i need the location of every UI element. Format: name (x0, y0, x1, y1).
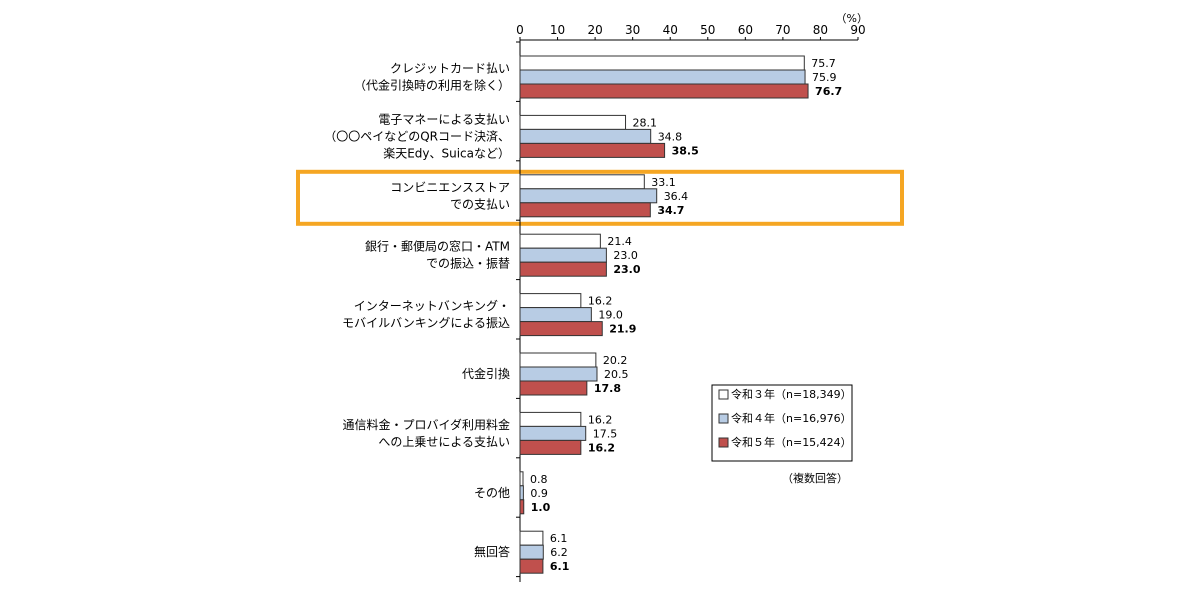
data-label: 0.9 (530, 487, 548, 500)
category-label: 無回答 (474, 544, 510, 559)
data-label: 19.0 (598, 309, 623, 322)
bar (520, 234, 600, 248)
bar (520, 367, 597, 381)
data-label: 76.7 (815, 85, 842, 98)
category-label: 通信料金・プロバイダ利用料金 (342, 417, 510, 432)
data-label: 38.5 (672, 144, 699, 157)
bar (520, 559, 543, 573)
legend-swatch (719, 438, 728, 447)
bar (520, 531, 543, 545)
x-tick-label: 10 (550, 23, 565, 37)
bar (520, 353, 596, 367)
category-label: 楽天Edy、Suicaなど） (383, 146, 510, 160)
bar (520, 500, 524, 514)
legend: 令和３年（n=18,349） 令和４年（n=16,976） 令和５年（n=15,42… (712, 385, 852, 461)
bars: 75.775.976.7 28.134.838.5 33.136.434.7 21.4… (520, 56, 842, 573)
bar (520, 115, 626, 129)
x-tick-label: 90 (850, 23, 865, 37)
category-label: への上乗せによる支払い (378, 435, 510, 449)
data-label: 23.0 (613, 249, 638, 262)
legend-swatch (719, 390, 728, 399)
data-label: 28.1 (633, 116, 658, 129)
bar (520, 84, 808, 98)
bar (520, 381, 587, 395)
x-tick-label: 60 (738, 23, 753, 37)
legend-label: 令和３年（n=18,349） (731, 387, 852, 401)
multiple-answer-note: （複数回答） (782, 471, 848, 485)
data-label: 33.1 (651, 176, 676, 189)
legend-label: 令和４年（n=16,976） (731, 411, 852, 425)
bar (520, 308, 591, 322)
category-label: モバイルバンキングによる振込 (342, 316, 510, 330)
bar (520, 322, 602, 336)
x-tick-label: 50 (700, 23, 715, 37)
data-label: 16.2 (588, 441, 615, 454)
x-tick-label: 30 (625, 23, 640, 37)
bar (520, 56, 804, 70)
x-tick-label: 0 (516, 23, 524, 37)
bar (520, 545, 543, 559)
bar (520, 440, 581, 454)
bar (520, 294, 581, 308)
category-label: インターネットバンキング・ (354, 299, 510, 313)
data-label: 20.5 (604, 368, 629, 381)
bar (520, 486, 523, 500)
data-label: 34.8 (658, 130, 683, 143)
data-label: 36.4 (664, 190, 689, 203)
legend-label: 令和５年（n=15,424） (731, 435, 852, 449)
data-label: 17.8 (594, 382, 621, 395)
bar (520, 143, 665, 157)
bar (520, 412, 581, 426)
unit-label: （%） (836, 12, 868, 25)
category-label: 代金引換 (462, 366, 510, 381)
category-labels: クレジットカード払い （代金引換時の利用を除く） 電子マネーによる支払い （〇〇ペイな… (324, 62, 510, 560)
data-label: 6.1 (550, 560, 570, 573)
x-tick-label: 40 (663, 23, 678, 37)
category-label: その他 (474, 486, 510, 500)
data-label: 6.1 (550, 532, 568, 545)
bar (520, 129, 651, 143)
data-label: 0.8 (530, 473, 548, 486)
x-tick-label: 80 (813, 23, 828, 37)
data-label: 34.7 (657, 204, 684, 217)
data-label: 20.2 (603, 354, 628, 367)
data-label: 75.9 (812, 71, 837, 84)
bar (520, 426, 586, 440)
bar (520, 175, 644, 189)
category-label: での振込・振替 (426, 257, 510, 271)
data-label: 1.0 (531, 501, 551, 514)
bar (520, 472, 523, 486)
x-tick-label: 20 (587, 23, 602, 37)
data-label: 75.7 (811, 57, 836, 70)
x-tick-label: 70 (775, 23, 790, 37)
category-label: クレジットカード払い (390, 62, 510, 76)
data-label: 21.9 (609, 323, 636, 336)
category-label: コンビニエンスストア (390, 180, 510, 194)
bar (520, 203, 650, 217)
data-label: 23.0 (613, 263, 640, 276)
bar (520, 262, 606, 276)
bar (520, 70, 805, 84)
data-label: 17.5 (593, 427, 618, 440)
category-label: 銀行・郵便局の窓口・ATM (365, 239, 510, 254)
data-label: 16.2 (588, 295, 613, 308)
bar (520, 189, 657, 203)
bar (520, 248, 606, 262)
category-label: （代金引換時の利用を除く） (354, 78, 510, 93)
data-label: 16.2 (588, 413, 613, 426)
data-label: 6.2 (550, 546, 568, 559)
category-label: （〇〇ペイなどのQRコード決済、 (324, 128, 510, 143)
data-label: 21.4 (607, 235, 632, 248)
category-label: 電子マネーによる支払い (378, 112, 510, 126)
category-label: での支払い (450, 197, 510, 211)
legend-swatch (719, 414, 728, 423)
